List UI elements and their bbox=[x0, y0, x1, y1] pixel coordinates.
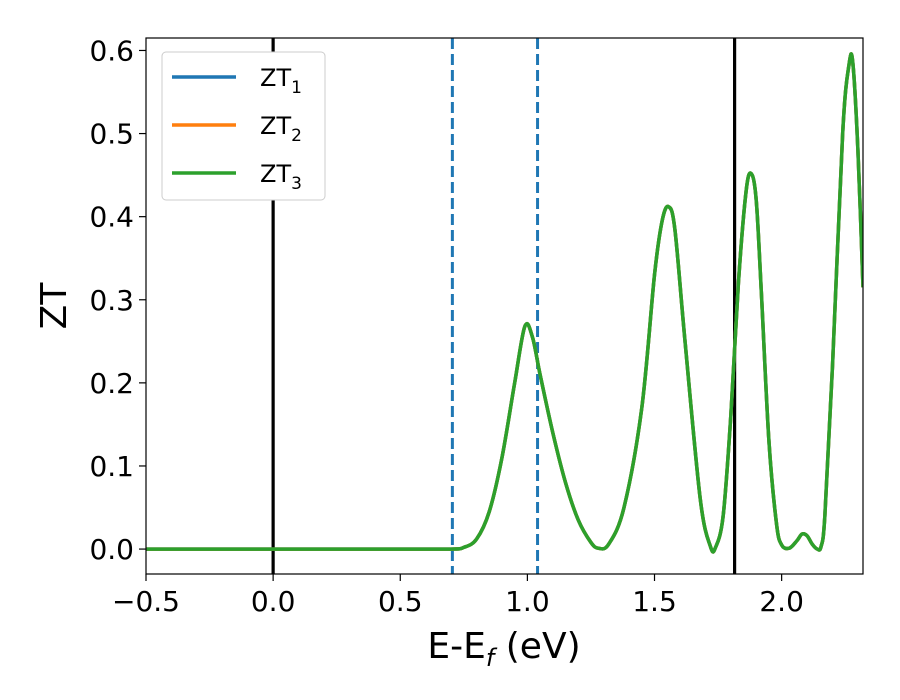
plot-frame bbox=[145, 37, 864, 575]
y-axis-label: ZT bbox=[34, 282, 75, 330]
legend-label-zt3: ZT3 bbox=[260, 160, 302, 194]
x-tick-label: 1.5 bbox=[632, 585, 677, 618]
x-axis: −0.5 0.0 0.5 1.0 1.5 2.0 bbox=[112, 574, 804, 618]
legend-label-zt1: ZT1 bbox=[260, 64, 302, 98]
x-tick-label: 0.5 bbox=[378, 585, 423, 618]
reference-lines bbox=[271, 38, 737, 574]
series-line-zt3 bbox=[146, 52, 863, 554]
x-tick-label: −0.5 bbox=[112, 585, 180, 618]
x-tick-label: 2.0 bbox=[759, 585, 804, 618]
y-tick-label: 0.6 bbox=[89, 34, 134, 67]
x-tick-label: 0.0 bbox=[251, 585, 296, 618]
y-axis: 0.0 0.1 0.2 0.3 0.4 0.5 0.6 bbox=[89, 34, 146, 566]
x-axis-label: E-Ef (eV) bbox=[427, 626, 580, 672]
x-tick-label: 1.0 bbox=[505, 585, 550, 618]
y-tick-label: 0.0 bbox=[89, 533, 134, 566]
legend: ZT1 ZT2 ZT3 bbox=[161, 51, 326, 201]
series-lines bbox=[146, 52, 863, 554]
y-tick-label: 0.2 bbox=[89, 367, 134, 400]
legend-label-zt2: ZT2 bbox=[260, 112, 302, 146]
legend-box bbox=[161, 51, 326, 201]
y-tick-label: 0.1 bbox=[89, 450, 134, 483]
y-tick-label: 0.4 bbox=[89, 201, 134, 234]
y-tick-label: 0.5 bbox=[89, 118, 134, 151]
y-tick-label: 0.3 bbox=[89, 284, 134, 317]
